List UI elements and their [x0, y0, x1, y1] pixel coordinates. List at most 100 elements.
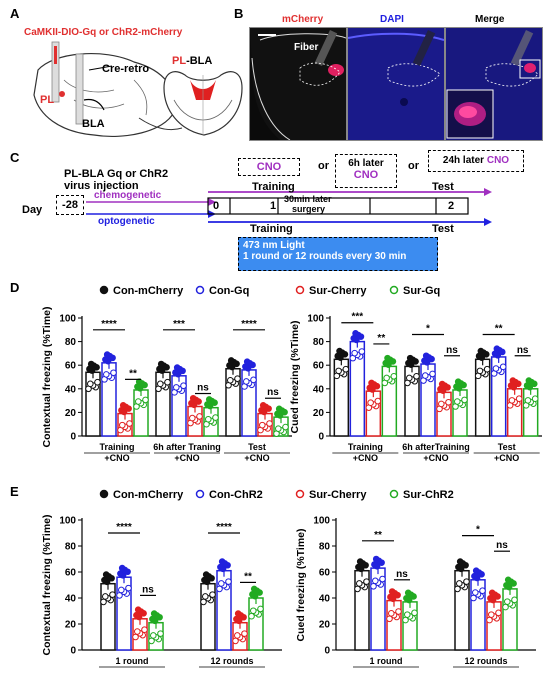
panel-a-title: CaMKII-DIO-Gq or ChR2-mCherry	[24, 27, 183, 38]
y-tick-label: 100	[307, 314, 324, 325]
mcherry-label: mCherry	[282, 14, 324, 25]
y-tick-label: 20	[319, 620, 331, 631]
virus-title-line1: PL-BLA Gq or ChR2	[64, 168, 169, 180]
data-point	[356, 558, 364, 565]
dapi-image	[347, 27, 445, 141]
significance-label: **	[377, 333, 385, 344]
data-point	[282, 423, 289, 431]
data-point	[422, 352, 430, 360]
data-point	[531, 395, 539, 403]
data-point	[189, 414, 196, 422]
group-label: +CNO	[423, 453, 448, 463]
data-point	[524, 397, 532, 404]
data-point	[461, 396, 468, 404]
y-tick-label: 80	[65, 337, 77, 348]
group-label: +CNO	[494, 453, 519, 463]
merge-label: Merge	[475, 14, 505, 25]
day-0: 0	[213, 200, 220, 212]
data-point	[234, 610, 242, 617]
data-point	[411, 609, 418, 617]
y-axis-label: Contextual freezing (%Time)	[41, 515, 53, 656]
y-tick-label: 40	[319, 594, 331, 605]
data-point	[243, 378, 250, 385]
data-point	[234, 375, 241, 382]
data-point	[372, 577, 379, 585]
optogenetic-label: optogenetic	[98, 216, 155, 227]
data-point	[525, 377, 533, 384]
data-point	[119, 421, 126, 429]
legend-label: Con-ChR2	[209, 489, 263, 501]
y-tick-label: 0	[70, 432, 76, 443]
significance-label: **	[374, 530, 382, 541]
significance-label: ****	[116, 522, 132, 533]
data-point	[363, 578, 370, 585]
data-point	[509, 377, 517, 384]
data-point	[87, 360, 95, 368]
data-point	[404, 611, 411, 618]
or-label-1: or	[318, 160, 329, 172]
group-label: 1 round	[116, 656, 149, 666]
data-point	[488, 611, 495, 618]
significance-label: ns	[517, 345, 529, 356]
legend-label: Sur-Gq	[403, 285, 440, 297]
y-tick-label: 80	[319, 542, 331, 553]
data-point	[250, 376, 257, 384]
group-label: +CNO	[104, 453, 129, 463]
twentyfour-hour-box: 24h later CNO	[428, 150, 524, 172]
panel-label-e: E	[10, 484, 19, 499]
day-label: Day	[22, 204, 43, 216]
training-bottom: Training	[250, 223, 293, 235]
data-point	[109, 591, 116, 598]
data-point	[456, 558, 464, 565]
bar	[402, 601, 418, 651]
data-point	[336, 347, 343, 355]
group-label: 6h afterTraining	[402, 442, 470, 452]
data-point	[454, 398, 461, 405]
data-point	[275, 405, 283, 413]
six-hour-box: 6h later CNO	[335, 154, 397, 188]
data-point	[515, 395, 523, 403]
y-tick-label: 0	[318, 432, 324, 443]
legend-marker	[99, 489, 109, 499]
data-point	[241, 630, 248, 637]
data-point	[250, 585, 258, 593]
y-tick-label: 20	[313, 408, 325, 419]
data-point	[395, 608, 402, 615]
day-1: 1	[270, 200, 277, 212]
legend-label: Sur-ChR2	[403, 489, 454, 501]
data-point	[218, 580, 225, 587]
data-point	[367, 399, 374, 407]
chemogenetic-label: chemogenetic	[94, 190, 162, 201]
data-point	[164, 378, 171, 386]
data-point	[483, 365, 491, 373]
data-point	[196, 413, 203, 420]
y-tick-label: 80	[313, 337, 325, 348]
panel-e-charts: Con-mCherry Con-ChR2 Sur-Cherry Sur-ChR2 0 20…	[41, 489, 536, 668]
bar	[436, 391, 452, 437]
group-label: Test	[248, 442, 266, 452]
legend-label: Sur-Cherry	[309, 489, 367, 501]
data-point	[259, 421, 266, 429]
data-point	[495, 609, 502, 617]
legend-marker	[195, 285, 205, 295]
significance-label: ns	[267, 387, 279, 398]
dapi-label: DAPI	[380, 14, 404, 25]
surgery-line2: surgery	[292, 204, 326, 214]
group-label: Test	[498, 442, 516, 452]
y-tick-label: 40	[65, 594, 77, 605]
y-tick-label: 0	[324, 646, 330, 657]
pl-label: PL	[40, 94, 55, 106]
data-point	[126, 420, 133, 427]
data-point	[134, 628, 141, 635]
legend-marker	[389, 285, 399, 295]
significance-label: ****	[101, 319, 117, 330]
y-tick-label: 0	[70, 646, 76, 657]
data-point	[227, 357, 235, 364]
y-tick-label: 100	[59, 314, 76, 325]
data-point	[134, 606, 142, 613]
legend-label: Con-mCherry	[113, 285, 184, 297]
training-top: Training	[252, 181, 295, 193]
cno-box-1: CNO	[238, 158, 300, 176]
data-point	[180, 382, 187, 390]
significance-label: ns	[446, 345, 458, 356]
